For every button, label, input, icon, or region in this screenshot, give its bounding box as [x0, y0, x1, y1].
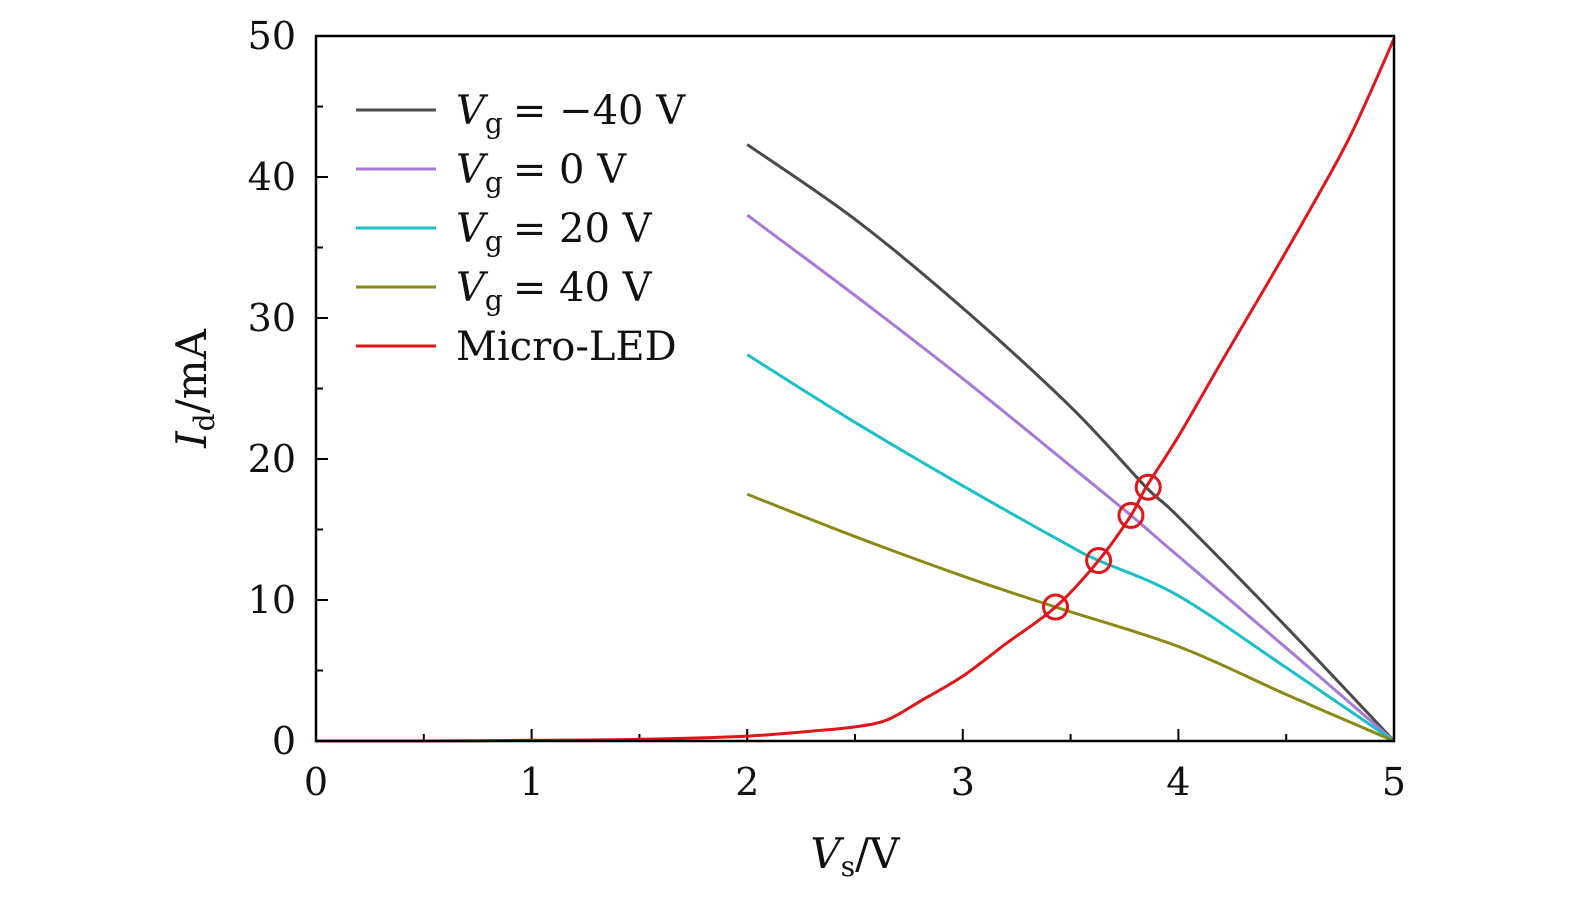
x-axis-label-var: V: [810, 829, 844, 878]
intersection-marker-0: [1042, 593, 1070, 621]
x-tick-label: 3: [951, 760, 975, 804]
series-line-0: [746, 143, 1396, 743]
x-tick-label: 0: [304, 760, 328, 804]
y-axis-label-var: I: [167, 430, 216, 449]
x-axis-label-sub: s: [841, 850, 855, 883]
legend-label: Vg = −40 V: [456, 88, 686, 140]
intersection-marker-1: [1085, 547, 1113, 575]
y-tick-label: 10: [248, 578, 296, 622]
series-line-3: [746, 492, 1395, 743]
y-axis-label-sub: d: [188, 413, 221, 431]
legend-label: Micro-LED: [456, 324, 677, 370]
x-tick-label: 5: [1382, 760, 1406, 804]
y-axis-label: Id/mA: [167, 328, 221, 449]
y-axis-label-unit: /mA: [167, 328, 216, 413]
x-tick-label: 1: [520, 760, 544, 804]
legend-item-4: Micro-LED: [356, 324, 677, 370]
legend-item-0: Vg = −40 V: [356, 88, 686, 140]
y-tick-label: 20: [248, 437, 296, 481]
y-tick-label: 30: [248, 296, 296, 340]
y-tick-label: 40: [248, 155, 296, 199]
plot-frame: [314, 34, 1396, 743]
series-layer: [315, 38, 1396, 743]
legend: Vg = −40 V Vg = 0 V Vg = 20 V Vg = 40 V Micro-LE…: [356, 88, 686, 370]
legend-label: Vg = 0 V: [456, 147, 627, 199]
legend-label: Vg = 20 V: [456, 206, 653, 258]
series-line-1: [746, 213, 1395, 743]
legend-item-2: Vg = 20 V: [356, 206, 653, 258]
x-tick-label: 2: [735, 760, 759, 804]
x-axis-label-unit: /V: [855, 829, 900, 878]
intersection-marker-2: [1117, 501, 1145, 529]
legend-item-3: Vg = 40 V: [356, 265, 653, 317]
y-tick-label: 0: [272, 719, 296, 763]
series-line-2: [746, 353, 1395, 743]
legend-item-1: Vg = 0 V: [356, 147, 627, 199]
x-tick-label: 4: [1166, 760, 1190, 804]
series-line-4: [315, 38, 1396, 743]
x-axis-label: Vs/V: [810, 829, 900, 883]
markers-layer: [1042, 473, 1162, 621]
intersection-marker-3: [1134, 473, 1162, 501]
y-tick-label: 50: [248, 14, 296, 58]
legend-label: Vg = 40 V: [456, 265, 653, 317]
